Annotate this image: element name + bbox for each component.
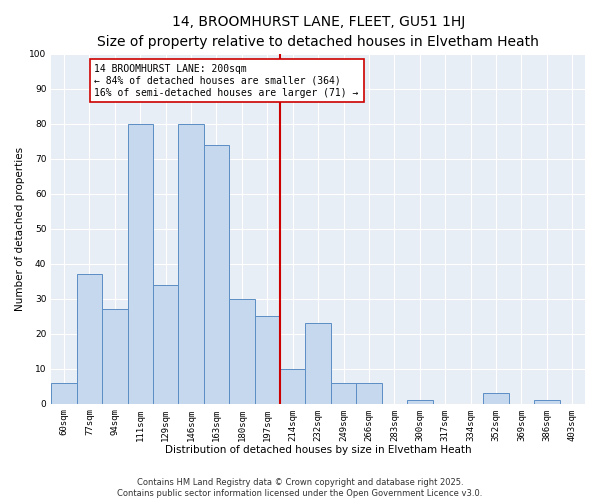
Bar: [128, 124, 153, 404]
Bar: [331, 382, 356, 404]
Bar: [102, 310, 128, 404]
Bar: [280, 368, 305, 404]
Bar: [229, 299, 254, 404]
Bar: [204, 145, 229, 404]
Text: 14 BROOMHURST LANE: 200sqm
← 84% of detached houses are smaller (364)
16% of sem: 14 BROOMHURST LANE: 200sqm ← 84% of deta…: [94, 64, 359, 98]
Bar: [51, 382, 77, 404]
Y-axis label: Number of detached properties: Number of detached properties: [15, 146, 25, 311]
Bar: [153, 285, 178, 404]
Bar: [534, 400, 560, 404]
Bar: [305, 323, 331, 404]
Text: Contains HM Land Registry data © Crown copyright and database right 2025.
Contai: Contains HM Land Registry data © Crown c…: [118, 478, 482, 498]
X-axis label: Distribution of detached houses by size in Elvetham Heath: Distribution of detached houses by size …: [165, 445, 472, 455]
Bar: [407, 400, 433, 404]
Title: 14, BROOMHURST LANE, FLEET, GU51 1HJ
Size of property relative to detached house: 14, BROOMHURST LANE, FLEET, GU51 1HJ Siz…: [97, 15, 539, 48]
Bar: [356, 382, 382, 404]
Bar: [254, 316, 280, 404]
Bar: [484, 393, 509, 404]
Bar: [178, 124, 204, 404]
Bar: [77, 274, 102, 404]
